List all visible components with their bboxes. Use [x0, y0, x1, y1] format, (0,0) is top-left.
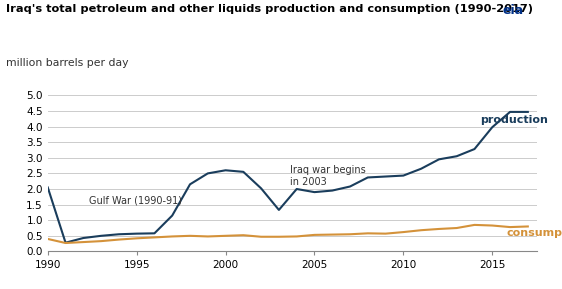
Text: Iraq's total petroleum and other liquids production and consumption (1990-2017): Iraq's total petroleum and other liquids…	[6, 4, 533, 14]
Text: Iraq war begins
in 2003: Iraq war begins in 2003	[289, 165, 365, 187]
Text: million barrels per day: million barrels per day	[6, 58, 128, 68]
Text: production: production	[480, 115, 548, 125]
Text: Gulf War (1990-91): Gulf War (1990-91)	[89, 196, 182, 206]
Text: eia: eia	[503, 4, 524, 17]
Text: consumption: consumption	[506, 228, 562, 238]
